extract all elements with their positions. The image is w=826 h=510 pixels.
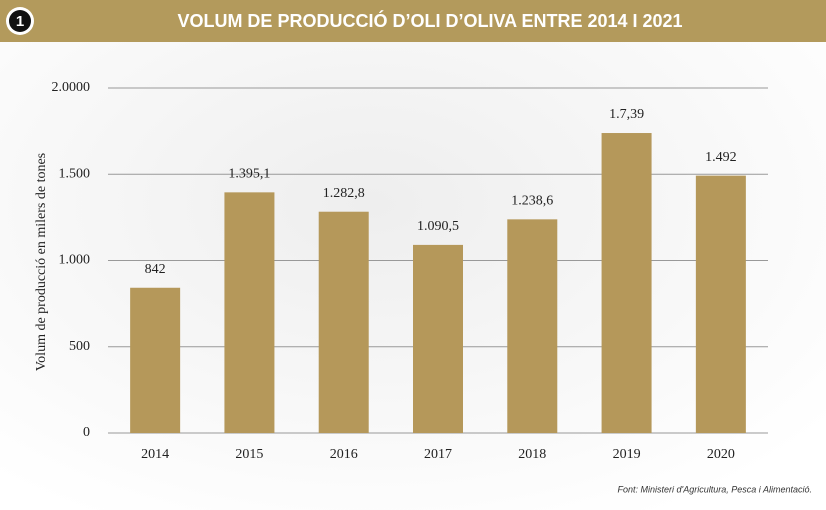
x-tick-label: 2020 bbox=[707, 447, 735, 462]
bar bbox=[318, 211, 369, 433]
value-label: 1.090,5 bbox=[417, 219, 459, 234]
y-tick-label: 1.500 bbox=[59, 166, 91, 181]
y-axis-label: Volum de producció en milers de tones bbox=[34, 153, 49, 371]
x-tick-label: 2015 bbox=[235, 447, 263, 462]
x-tick-label: 2017 bbox=[424, 447, 452, 462]
bar bbox=[413, 244, 463, 433]
y-tick-label: 0 bbox=[83, 425, 90, 440]
x-tick-label: 2014 bbox=[141, 447, 169, 462]
badge-inner bbox=[9, 10, 31, 32]
value-label: 1.282,8 bbox=[323, 186, 365, 201]
chart-title: VOLUM DE PRODUCCIÓ D’OLI D’OLIVA ENTRE 2… bbox=[177, 10, 682, 31]
value-label: 842 bbox=[145, 262, 166, 277]
y-tick-label: 2.0000 bbox=[52, 80, 91, 95]
value-label: 1.7,39 bbox=[609, 107, 644, 122]
bar bbox=[695, 175, 746, 433]
y-tick-label: 500 bbox=[69, 339, 90, 354]
badge-number: 1 bbox=[16, 13, 24, 30]
bar bbox=[224, 192, 275, 433]
value-label: 1.492 bbox=[705, 150, 737, 165]
x-tick-label: 2016 bbox=[330, 447, 358, 462]
bar bbox=[601, 133, 652, 433]
bar bbox=[130, 287, 181, 433]
value-label: 1.395,1 bbox=[228, 167, 270, 182]
y-tick-label: 1.000 bbox=[59, 253, 91, 268]
value-label: 1.238,6 bbox=[511, 194, 553, 209]
source-note: Font: Ministeri d'Agricultura, Pesca i A… bbox=[618, 484, 812, 494]
bar bbox=[507, 219, 558, 433]
x-tick-label: 2018 bbox=[518, 447, 546, 462]
x-tick-label: 2019 bbox=[613, 447, 641, 462]
header-band bbox=[0, 0, 826, 42]
